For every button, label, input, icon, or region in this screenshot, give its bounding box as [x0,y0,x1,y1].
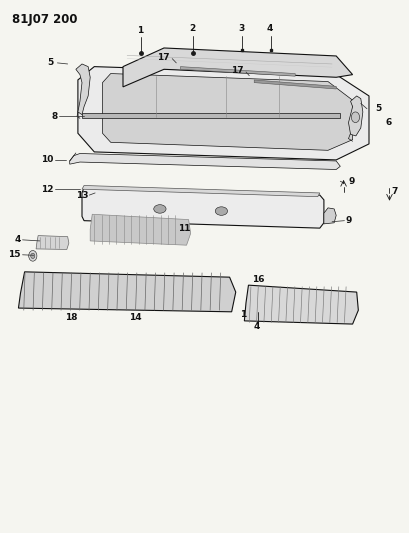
Polygon shape [323,208,335,224]
Text: 11: 11 [178,224,190,232]
Polygon shape [180,67,294,76]
Circle shape [29,251,37,261]
Text: 5: 5 [374,104,380,113]
Polygon shape [78,67,368,160]
Text: 9: 9 [348,177,354,185]
Text: 9: 9 [345,216,351,225]
Text: 10: 10 [41,156,53,164]
Polygon shape [76,64,90,115]
Polygon shape [18,272,235,312]
Text: 13: 13 [76,191,88,199]
Polygon shape [90,214,190,245]
Circle shape [351,112,359,123]
Text: 16: 16 [252,275,264,284]
Text: 2: 2 [188,25,195,33]
Ellipse shape [153,205,166,213]
Polygon shape [82,188,323,228]
Text: 14: 14 [129,313,141,322]
Polygon shape [244,285,357,324]
Polygon shape [70,154,339,169]
Text: 4: 4 [265,25,272,33]
Text: 17: 17 [157,53,170,61]
Text: 12: 12 [41,185,53,193]
Text: 5: 5 [47,59,53,67]
Polygon shape [254,80,335,89]
Text: 6: 6 [384,118,391,127]
Text: 3: 3 [237,25,244,33]
Text: 1: 1 [239,310,245,319]
Text: 17: 17 [231,67,243,75]
Polygon shape [102,74,352,150]
Text: 81J07 200: 81J07 200 [12,13,78,26]
Text: 7: 7 [391,188,397,196]
Ellipse shape [215,207,227,215]
Text: 4: 4 [14,236,20,244]
Text: 4: 4 [253,322,260,331]
Text: 8: 8 [51,112,57,120]
Circle shape [31,253,35,259]
Polygon shape [82,113,339,118]
Polygon shape [348,96,362,136]
Polygon shape [123,48,352,87]
Text: 15: 15 [8,251,20,259]
Polygon shape [36,236,69,249]
Text: 18: 18 [65,313,78,321]
Text: 1: 1 [137,26,143,35]
Polygon shape [82,185,319,197]
